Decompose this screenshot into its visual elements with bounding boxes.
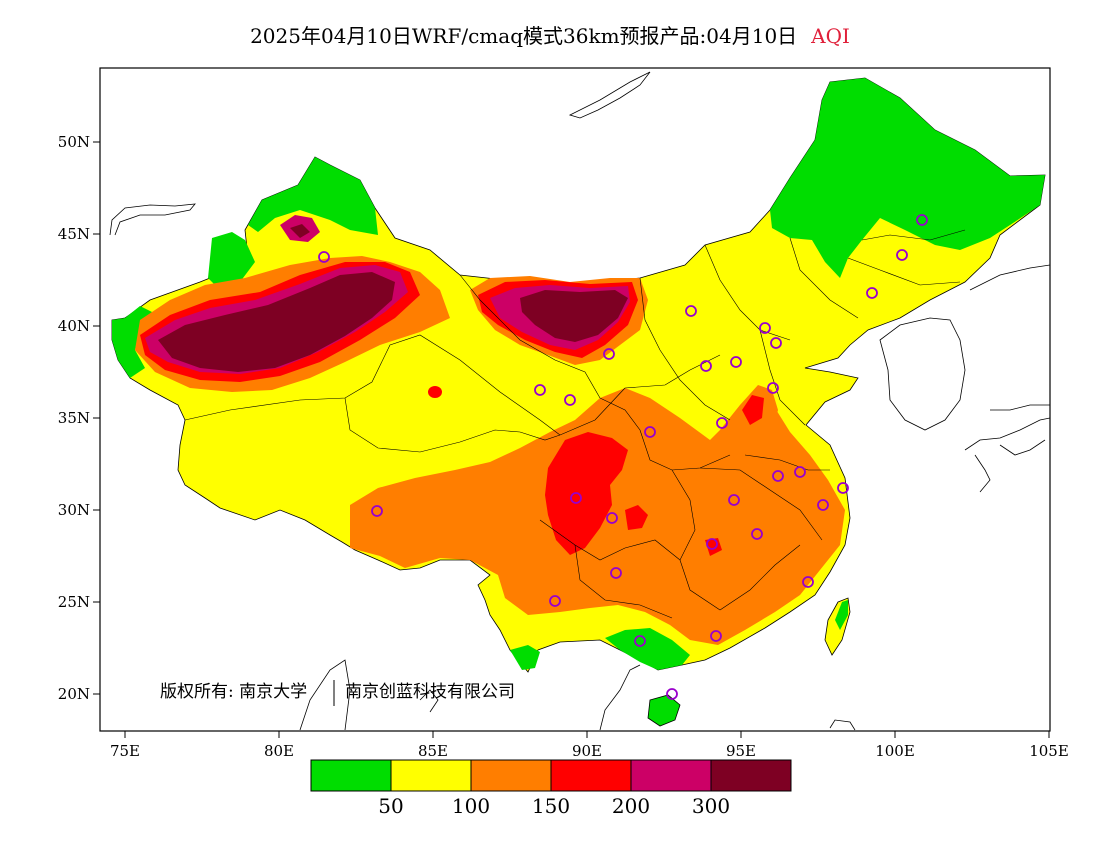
- aqi-legend: 50 100 150 200 300: [310, 759, 792, 818]
- station-marker: [767, 382, 779, 394]
- legend-label: 50: [378, 794, 403, 818]
- legend-swatch: [630, 759, 712, 792]
- station-marker: [728, 494, 740, 506]
- station-marker: [564, 394, 576, 406]
- station-marker: [802, 576, 814, 588]
- x-tick-label: 90E: [572, 742, 602, 760]
- map-frame: [99, 67, 1051, 732]
- green-region-south: [605, 628, 690, 670]
- city-stations: [318, 214, 928, 700]
- legend-swatch: [710, 759, 792, 792]
- map-title: 2025年04月10日WRF/cmaq模式36km预报产品:04月10日 AQI: [0, 20, 1100, 49]
- x-tick-label: 75E: [110, 742, 140, 760]
- red-region-hubei: [625, 505, 648, 530]
- station-marker: [700, 360, 712, 372]
- hainan-island: [647, 694, 681, 727]
- station-marker: [634, 635, 646, 647]
- station-marker: [770, 337, 782, 349]
- station-marker: [759, 322, 771, 334]
- province-boundaries: [184, 229, 966, 619]
- station-marker: [549, 595, 561, 607]
- y-tick-label: 45N: [58, 225, 90, 243]
- station-marker: [794, 466, 806, 478]
- green-region-west2: [208, 232, 255, 292]
- station-marker: [603, 348, 615, 360]
- legend-label: 150: [532, 794, 570, 818]
- station-marker: [318, 251, 330, 263]
- station-marker: [610, 567, 622, 579]
- y-tick-label: 30N: [58, 501, 90, 519]
- legend-swatch: [550, 759, 632, 792]
- station-marker: [606, 512, 618, 524]
- station-marker: [772, 470, 784, 482]
- map-axes: 75E80E85E90E95E100E105E110E115E120E125E1…: [58, 133, 1069, 760]
- station-marker: [685, 305, 697, 317]
- green-region-northeast: [770, 78, 1045, 278]
- station-marker: [751, 528, 763, 540]
- maroon-region-taklimakan: [158, 272, 395, 372]
- legend-label: 300: [692, 794, 730, 818]
- station-marker: [716, 417, 728, 429]
- green-region-northwest: [248, 157, 378, 235]
- red-region-shandong: [742, 395, 764, 425]
- legend-swatch: [310, 759, 392, 792]
- station-marker: [534, 384, 546, 396]
- station-marker: [710, 630, 722, 642]
- x-tick-label: 85E: [418, 742, 448, 760]
- legend-label: 200: [612, 794, 650, 818]
- orange-region-north2: [720, 385, 778, 462]
- y-tick-label: 25N: [58, 593, 90, 611]
- copyright-text: 版权所有: 南京大学: [160, 682, 307, 702]
- red-region-hunan: [705, 538, 722, 556]
- y-tick-label: 50N: [58, 133, 90, 151]
- station-marker: [916, 214, 928, 226]
- legend-label: 100: [452, 794, 490, 818]
- station-marker: [730, 356, 742, 368]
- green-region-southwest: [510, 645, 540, 670]
- red-region-sichuan: [545, 432, 628, 555]
- station-marker: [866, 287, 878, 299]
- y-tick-label: 20N: [58, 685, 90, 703]
- station-marker: [570, 492, 582, 504]
- copyright-org2: 南京创蓝科技有限公司: [345, 682, 515, 702]
- legend-swatch: [470, 759, 552, 792]
- station-marker: [666, 688, 678, 700]
- y-tick-label: 35N: [58, 409, 90, 427]
- taiwan-green: [835, 600, 848, 630]
- station-marker: [896, 249, 908, 261]
- maroon-region-north-xinjiang: [290, 224, 310, 238]
- y-tick-label: 40N: [58, 317, 90, 335]
- station-marker: [837, 482, 849, 494]
- station-marker: [706, 538, 718, 550]
- x-tick-label: 100E: [875, 742, 915, 760]
- red-spot-qinghai: [428, 386, 442, 398]
- x-tick-label: 95E: [726, 742, 756, 760]
- station-marker: [644, 426, 656, 438]
- x-tick-label: 80E: [264, 742, 294, 760]
- neighbour-coastlines: [109, 71, 1050, 731]
- title-variable: AQI: [811, 24, 850, 48]
- x-tick-label: 105E: [1029, 742, 1069, 760]
- station-marker: [817, 499, 829, 511]
- maroon-region-badain: [520, 290, 628, 342]
- title-main: 2025年04月10日WRF/cmaq模式36km预报产品:04月10日: [250, 24, 798, 48]
- legend-swatch: [390, 759, 472, 792]
- station-marker: [371, 505, 383, 517]
